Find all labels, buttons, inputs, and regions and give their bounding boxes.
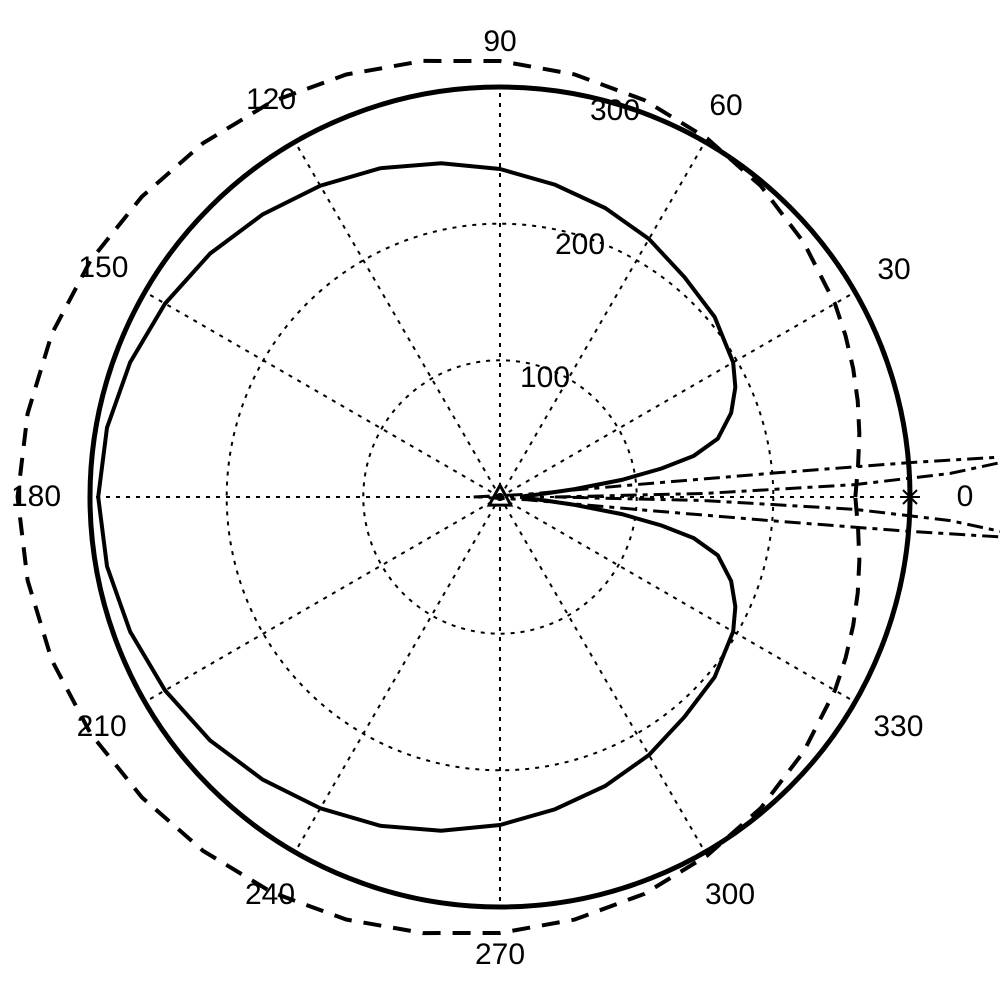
polar-svg — [0, 0, 1000, 994]
radial-label: 200 — [555, 228, 605, 262]
angle-label: 330 — [873, 710, 923, 744]
angle-label: 180 — [11, 480, 61, 514]
radial-label: 100 — [520, 361, 570, 395]
spoke — [295, 497, 500, 852]
angle-label: 240 — [245, 878, 295, 912]
radial-label: 300 — [590, 94, 640, 128]
angle-label: 0 — [957, 480, 974, 514]
spoke — [295, 142, 500, 497]
spoke — [145, 497, 500, 702]
spoke — [500, 497, 855, 702]
spoke — [500, 497, 705, 852]
angle-label: 150 — [78, 251, 128, 285]
spoke — [145, 292, 500, 497]
angle-label: 210 — [77, 710, 127, 744]
angle-label: 30 — [877, 253, 910, 287]
angle-label: 90 — [483, 25, 516, 59]
angle-label: 60 — [709, 89, 742, 123]
polar-chart: 0 30 60 90 120 150 180 210 240 270 300 330 100 200 300 — [0, 0, 1000, 994]
angle-label: 300 — [705, 878, 755, 912]
spoke — [500, 142, 705, 497]
angle-label: 270 — [475, 938, 525, 972]
angle-label: 120 — [246, 83, 296, 117]
